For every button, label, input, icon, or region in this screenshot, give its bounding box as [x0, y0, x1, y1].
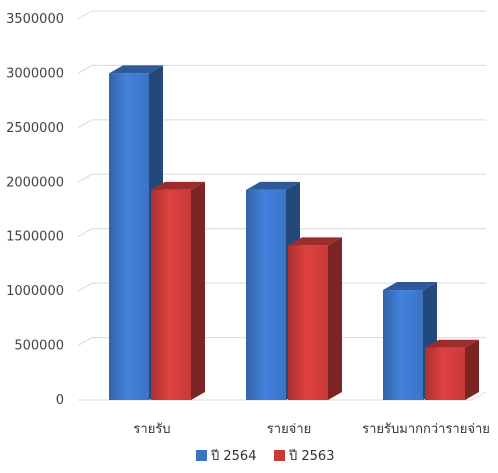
y-tick-label: 500000: [14, 339, 64, 354]
bar-front: [288, 245, 328, 400]
bar-front: [246, 189, 286, 400]
floor-line-diagonal: [471, 391, 487, 401]
bar-front: [425, 347, 465, 400]
gridline-diagonal: [77, 119, 93, 129]
legend-swatch-2563: [274, 450, 285, 461]
y-tick-label: 2000000: [6, 175, 64, 190]
gridline-diagonal: [77, 173, 93, 183]
bar-2-1: [425, 339, 479, 400]
y-axis-ticks: 0 500000 1000000 1500000 2000000 2500000 30000…: [6, 12, 64, 408]
bar-1-1: [288, 237, 342, 400]
y-tick-label: 3500000: [6, 12, 64, 27]
y-tick-label: 1000000: [6, 284, 64, 299]
bar-side: [465, 339, 479, 400]
category-label: รายรับ: [133, 422, 170, 437]
y-tick-label: 2500000: [6, 121, 64, 136]
category-label: รายจ่าย: [267, 422, 311, 437]
category-label: รายรับมากกว่ารายจ่าย: [362, 422, 490, 437]
bar-side: [191, 181, 205, 400]
category-labels: รายรับ รายจ่าย รายรับมากกว่ารายจ่าย: [133, 422, 489, 437]
gridline-diagonal: [77, 64, 93, 74]
bars: [109, 65, 479, 400]
bar-0-1: [151, 181, 205, 400]
gridline-diagonal: [77, 10, 93, 20]
bar-top: [288, 237, 342, 246]
bar-front: [151, 189, 191, 400]
legend: ปี 2564 ปี 2563: [196, 448, 334, 464]
y-tick-label: 1500000: [6, 230, 64, 245]
gridline-diagonal: [77, 228, 93, 238]
legend-label-2564: ปี 2564: [210, 448, 256, 464]
bar-top: [246, 181, 300, 190]
gridline-diagonal: [77, 337, 93, 347]
y-tick-label: 0: [56, 393, 64, 408]
bar-front: [383, 290, 423, 400]
bar-top: [151, 181, 205, 190]
bar-front: [109, 73, 149, 400]
bar-side: [328, 237, 342, 400]
y-tick-label: 3000000: [6, 66, 64, 81]
gridline-diagonal: [77, 282, 93, 292]
bar-top: [383, 282, 437, 291]
legend-label-2563: ปี 2563: [288, 448, 334, 464]
bar-top: [425, 339, 479, 348]
bar-top: [109, 65, 163, 74]
legend-swatch-2564: [196, 450, 207, 461]
